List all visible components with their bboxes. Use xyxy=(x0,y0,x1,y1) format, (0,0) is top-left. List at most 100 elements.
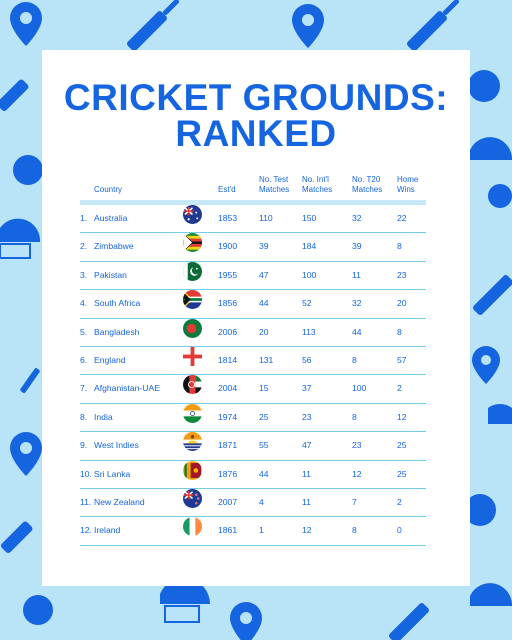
established-cell: 1900 xyxy=(218,241,238,252)
country-cell: Ireland xyxy=(94,525,121,536)
cricket-ball-icon xyxy=(13,155,43,185)
test-matches-cell: 131 xyxy=(259,354,274,365)
country-cell: Pakistan xyxy=(94,269,127,280)
intl-matches-cell: 37 xyxy=(302,383,312,394)
australia-flag-icon xyxy=(183,205,202,232)
t20-matches-cell: 12 xyxy=(352,468,362,479)
intl-matches-cell: 23 xyxy=(302,411,312,422)
location-pin-icon xyxy=(472,346,500,384)
rank-cell: 9. xyxy=(80,440,88,451)
intl-matches-cell: 56 xyxy=(302,354,312,365)
intl-matches-cell: 150 xyxy=(302,213,317,223)
header-t20-matches: No. T20 Matches xyxy=(352,175,383,194)
t20-matches-cell: 8 xyxy=(352,354,357,365)
rank-cell: 8. xyxy=(80,411,88,422)
established-cell: 1856 xyxy=(218,298,238,309)
rank-cell: 12. xyxy=(80,525,92,536)
test-matches-cell: 47 xyxy=(259,269,269,280)
cricket-bat-icon xyxy=(20,368,40,393)
rank-cell: 3. xyxy=(80,269,88,280)
established-cell: 1876 xyxy=(218,468,238,479)
intl-matches-cell: 113 xyxy=(302,326,316,337)
country-cell: New Zealand xyxy=(94,496,145,507)
established-cell: 1861 xyxy=(218,525,238,536)
title-line-2: RANKED xyxy=(175,113,337,154)
test-matches-cell: 20 xyxy=(259,326,269,337)
location-pin-icon xyxy=(10,432,42,476)
afghanistan-uae-flag-icon xyxy=(183,375,202,402)
test-matches-cell: 55 xyxy=(259,440,269,451)
rank-cell: 7. xyxy=(80,383,88,394)
established-cell: 2006 xyxy=(218,326,238,337)
t20-matches-cell: 39 xyxy=(352,241,362,252)
t20-matches-cell: 8 xyxy=(352,411,357,422)
ireland-flag-icon xyxy=(183,517,202,544)
home-wins-cell: 2 xyxy=(397,383,402,394)
country-cell: West Indies xyxy=(94,440,139,451)
table-row: 8. India 1974 25 23 8 12 xyxy=(80,403,426,433)
new-zealand-flag-icon xyxy=(183,488,202,516)
t20-matches-cell: 100 xyxy=(352,383,367,394)
t20-matches-cell: 8 xyxy=(352,525,357,536)
table-header: Country Est'd No. Test Matches No. Int'l M… xyxy=(80,172,426,205)
table-row: 1. Australia 1853 110 150 32 22 xyxy=(80,205,426,234)
home-wins-cell: 25 xyxy=(397,440,407,451)
intl-matches-cell: 47 xyxy=(302,440,312,451)
south-africa-flag-icon xyxy=(183,290,202,317)
rank-cell: 10. xyxy=(80,468,92,479)
rank-cell: 11. xyxy=(80,496,92,507)
india-flag-icon xyxy=(183,403,202,431)
rank-cell: 6. xyxy=(80,354,88,365)
country-cell: Afghanistan-UAE xyxy=(94,383,160,394)
home-wins-cell: 8 xyxy=(397,241,402,252)
home-wins-cell: 57 xyxy=(397,354,407,365)
location-pin-icon xyxy=(292,4,324,48)
bangladesh-flag-icon xyxy=(183,318,202,346)
test-matches-cell: 110 xyxy=(259,213,273,223)
country-cell: Australia xyxy=(94,213,128,223)
cricket-ball-icon xyxy=(464,494,496,526)
cricket-bat-icon xyxy=(127,0,180,51)
table-row: 9. West Indies 1871 55 47 23 25 xyxy=(80,432,426,461)
table-body: 1. Australia 1853 110 150 32 22 2. Zimbabwe 1900 3… xyxy=(80,205,426,546)
test-matches-cell: 4 xyxy=(259,496,264,507)
established-cell: 2007 xyxy=(218,496,238,507)
rankings-card: CRICKET GROUNDS: RANKED Country Est'd No… xyxy=(42,50,470,586)
test-matches-cell: 1 xyxy=(259,525,264,536)
t20-matches-cell: 11 xyxy=(352,269,361,280)
cricket-ball-icon xyxy=(23,595,53,625)
cricket-ball-icon xyxy=(468,70,500,102)
west-indies-flag-icon xyxy=(183,432,202,459)
header-test-matches: No. Test Matches xyxy=(259,175,290,194)
intl-matches-cell: 12 xyxy=(302,525,312,536)
intl-matches-cell: 52 xyxy=(302,298,312,309)
test-matches-cell: 15 xyxy=(259,383,269,394)
test-matches-cell: 39 xyxy=(259,241,269,252)
country-cell: South Africa xyxy=(94,298,141,309)
home-wins-cell: 20 xyxy=(397,298,407,309)
rank-cell: 4. xyxy=(80,298,88,309)
country-cell: Sri Lanka xyxy=(94,468,131,479)
table-row: 12. Ireland 1861 1 12 8 0 xyxy=(80,517,426,546)
home-wins-cell: 0 xyxy=(397,525,402,536)
home-wins-cell: 25 xyxy=(397,468,407,479)
location-pin-icon xyxy=(230,602,262,640)
home-wins-cell: 2 xyxy=(397,496,402,507)
established-cell: 1853 xyxy=(218,213,238,223)
pakistan-flag-icon xyxy=(183,261,202,289)
t20-matches-cell: 23 xyxy=(352,440,362,451)
t20-matches-cell: 32 xyxy=(352,213,362,223)
header-intl-matches: No. Int'l Matches xyxy=(302,175,333,194)
established-cell: 1814 xyxy=(218,354,238,365)
cricket-bat-icon xyxy=(0,79,29,111)
page-title: CRICKET GROUNDS: RANKED xyxy=(42,79,470,154)
intl-matches-cell: 11 xyxy=(302,468,311,479)
home-wins-cell: 23 xyxy=(397,269,407,280)
cricket-ball-icon xyxy=(488,184,512,208)
zimbabwe-flag-icon xyxy=(183,233,202,260)
table-row: 5. Bangladesh 2006 20 113 44 8 xyxy=(80,318,426,347)
cricket-helmet-icon xyxy=(0,218,41,259)
sri-lanka-flag-icon xyxy=(183,460,202,488)
home-wins-cell: 8 xyxy=(397,326,402,337)
